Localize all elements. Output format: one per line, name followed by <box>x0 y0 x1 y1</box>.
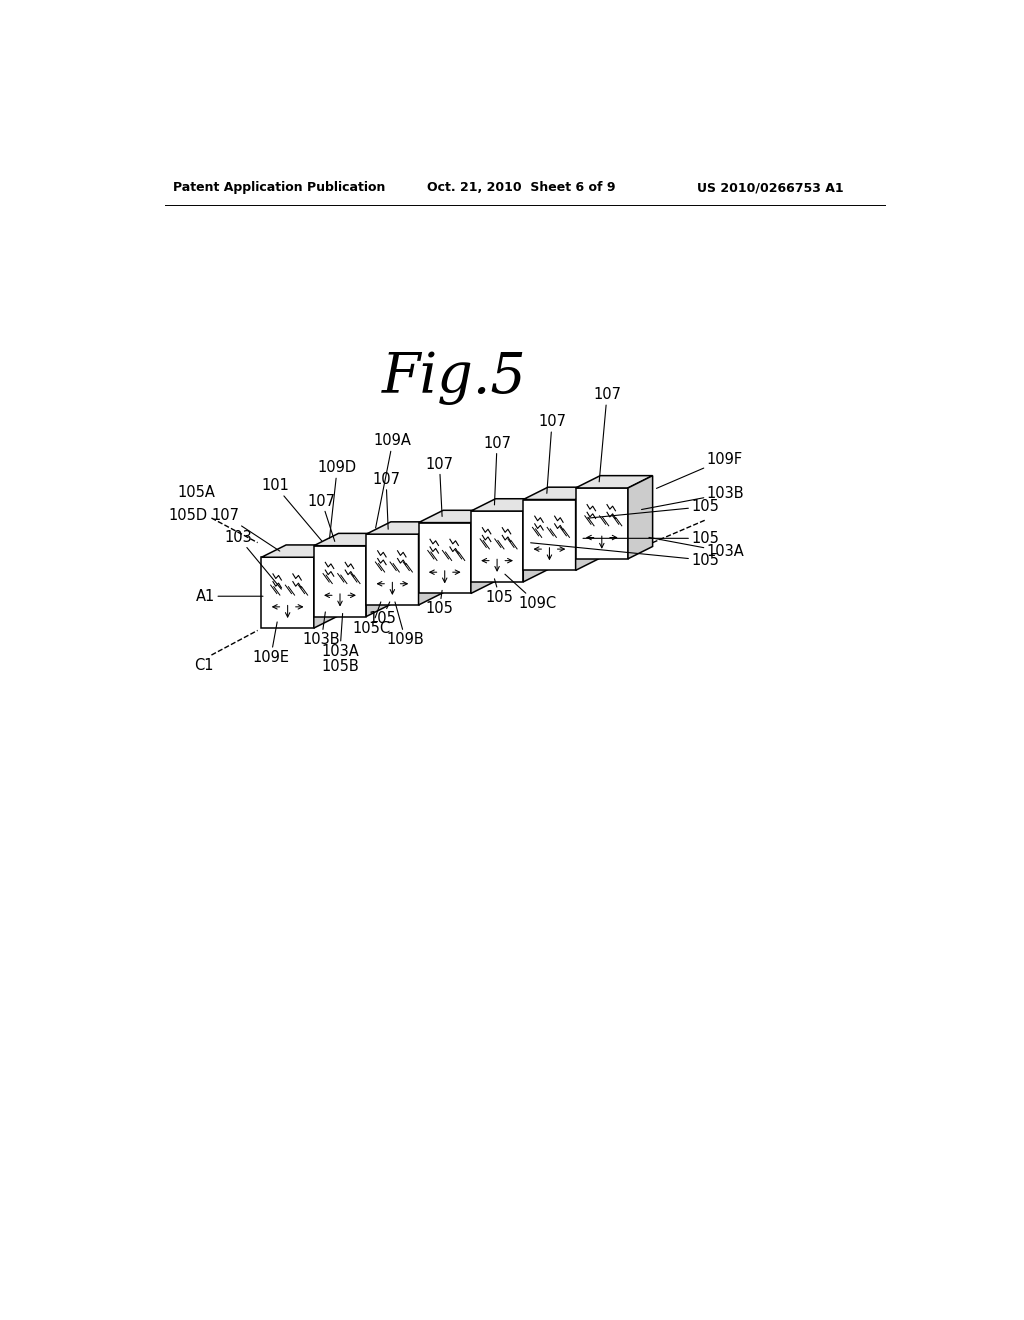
Text: 109C: 109C <box>505 574 556 611</box>
Text: 105B: 105B <box>322 659 358 675</box>
Text: 107: 107 <box>538 414 566 494</box>
Polygon shape <box>419 521 443 605</box>
Text: 107: 107 <box>426 457 454 516</box>
Polygon shape <box>367 521 443 535</box>
Polygon shape <box>313 545 339 628</box>
Text: 107: 107 <box>212 508 280 552</box>
Text: 109E: 109E <box>252 622 289 665</box>
Text: 107: 107 <box>483 436 511 506</box>
Text: US 2010/0266753 A1: US 2010/0266753 A1 <box>696 181 843 194</box>
Text: 105: 105 <box>368 602 396 627</box>
Text: 105: 105 <box>530 543 719 568</box>
Text: 105: 105 <box>485 579 514 605</box>
Polygon shape <box>419 511 496 523</box>
Text: 107: 107 <box>593 387 621 482</box>
Text: 109D: 109D <box>317 461 356 539</box>
Polygon shape <box>575 475 652 488</box>
Polygon shape <box>471 499 548 511</box>
Text: 105C: 105C <box>352 602 390 636</box>
Text: 109F: 109F <box>656 451 742 488</box>
Text: 103B: 103B <box>641 486 744 510</box>
Text: 109B: 109B <box>387 602 424 647</box>
Text: 107: 107 <box>307 494 336 541</box>
Polygon shape <box>628 475 652 558</box>
Polygon shape <box>523 499 575 570</box>
Polygon shape <box>471 511 496 594</box>
Polygon shape <box>419 523 471 594</box>
Polygon shape <box>261 545 339 557</box>
Polygon shape <box>523 487 600 499</box>
Text: 105D: 105D <box>168 508 208 523</box>
Text: Patent Application Publication: Patent Application Publication <box>173 181 385 194</box>
Polygon shape <box>367 533 391 616</box>
Text: 105: 105 <box>583 531 719 545</box>
Text: C1: C1 <box>195 657 214 673</box>
Text: 103B: 103B <box>303 612 340 647</box>
Polygon shape <box>523 499 548 582</box>
Text: 105: 105 <box>588 499 719 519</box>
Polygon shape <box>575 488 628 558</box>
Text: 101: 101 <box>261 478 322 541</box>
Polygon shape <box>313 533 391 545</box>
Text: A1: A1 <box>196 589 263 603</box>
Text: 103: 103 <box>224 529 282 589</box>
Polygon shape <box>261 557 313 628</box>
Polygon shape <box>367 535 419 605</box>
Text: Oct. 21, 2010  Sheet 6 of 9: Oct. 21, 2010 Sheet 6 of 9 <box>427 181 615 194</box>
Text: Fig.5: Fig.5 <box>382 351 526 405</box>
Text: 103A: 103A <box>322 614 358 659</box>
Polygon shape <box>313 545 367 616</box>
Text: 103A: 103A <box>649 537 744 560</box>
Text: 107: 107 <box>372 473 400 529</box>
Polygon shape <box>575 487 600 570</box>
Text: 109A: 109A <box>374 433 412 528</box>
Polygon shape <box>471 511 523 582</box>
Text: 105A: 105A <box>177 484 215 500</box>
Text: 105: 105 <box>426 590 454 616</box>
